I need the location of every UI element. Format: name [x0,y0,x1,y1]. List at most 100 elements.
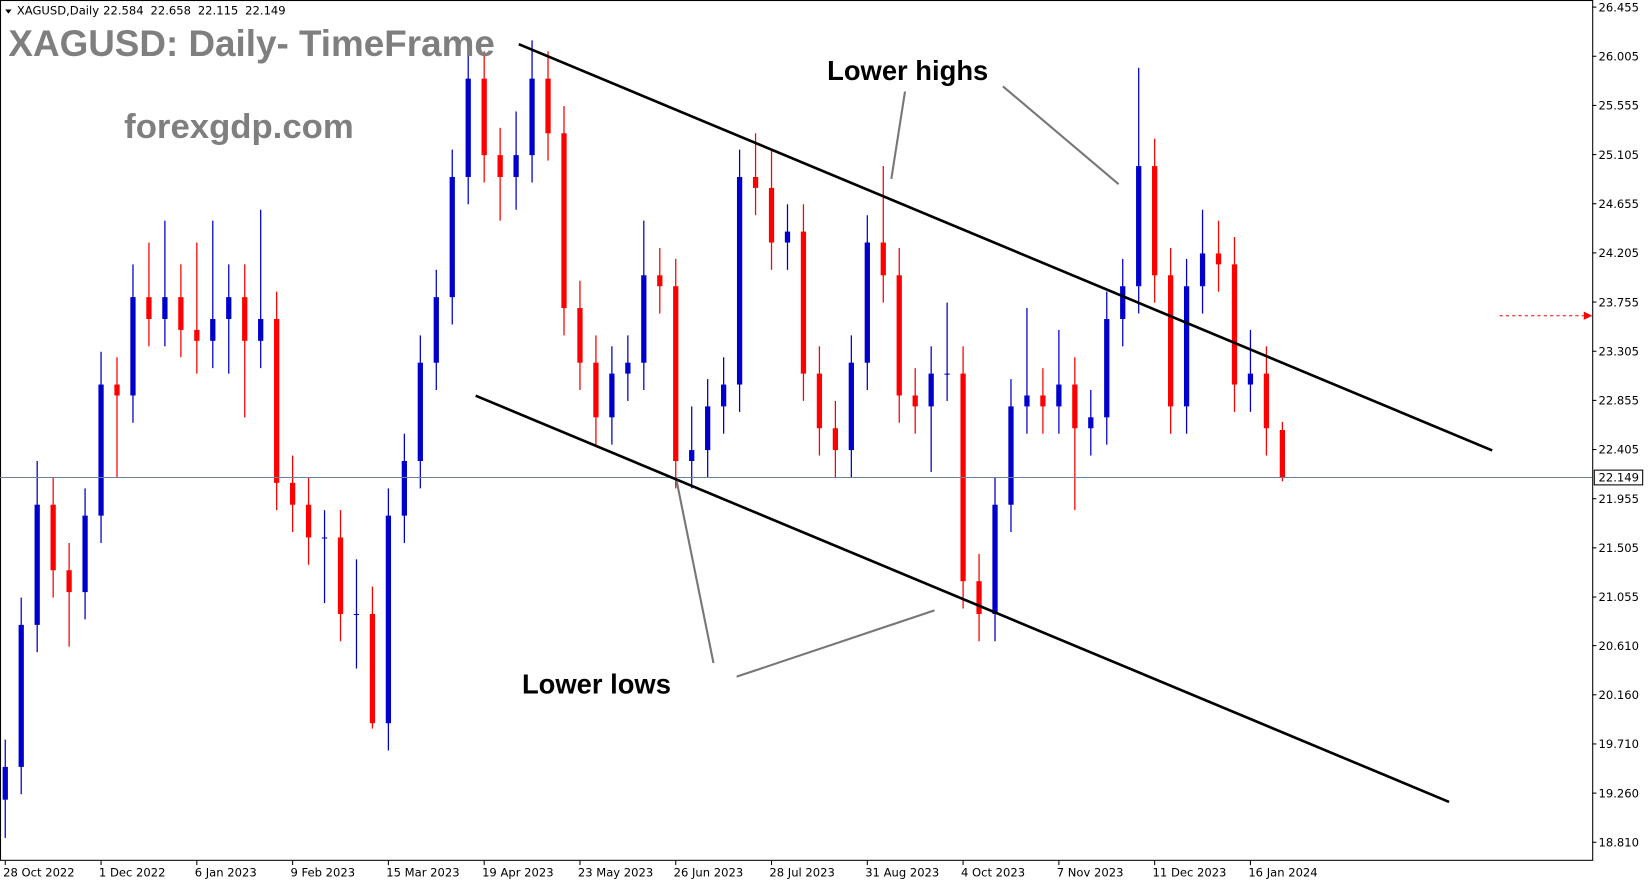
candle-body [337,537,344,614]
candle-body [34,504,40,625]
x-tick-label: 16 Jan 2024 [1248,866,1317,880]
header-low: 22.115 [198,4,238,18]
candle-body [784,231,791,243]
x-tick-label: 26 Jun 2023 [674,866,744,880]
candle-body [1056,384,1062,407]
y-tick-label: 20.160 [1598,688,1638,702]
y-tick-label: 22.855 [1598,394,1638,408]
y-tick-label: 24.205 [1598,246,1638,260]
candle-body [529,78,535,156]
candle-body [721,384,727,407]
plot-frame [0,0,1594,861]
candle-body [976,581,982,614]
candle-body [896,275,902,396]
candle-body [657,275,663,287]
candle-body [385,515,392,724]
candle-body [1040,395,1046,407]
candle-body [768,187,775,243]
candle-body [816,373,823,429]
x-tick-label: 9 Feb 2023 [291,866,356,880]
upper-trendline [518,42,1493,452]
candle-body [1088,417,1094,429]
candle-body [401,461,407,516]
header-high: 22.658 [150,4,190,18]
x-tick-label: 7 Nov 2023 [1057,866,1124,880]
x-tick-label: 1 Dec 2022 [99,866,166,880]
candle-body [848,362,854,451]
pointer-line [890,91,907,180]
candle-body [1215,253,1222,265]
candle-body [689,450,695,462]
candle-body [1247,373,1254,385]
y-tick-label: 26.005 [1598,49,1638,63]
candle-body [880,242,886,276]
y-tick-label: 20.610 [1598,639,1638,653]
y-tick-label: 23.305 [1598,344,1638,358]
candle-body [210,318,216,341]
candle-body [66,570,72,593]
x-tick-label: 23 May 2023 [578,866,653,880]
candle-body [194,329,200,341]
candle-body [98,384,104,516]
target-arrow [1583,311,1593,320]
candle-body [369,613,376,724]
candle-body [912,395,918,407]
x-tick-label: 6 Jan 2023 [195,866,257,880]
header-open: 22.584 [103,4,143,18]
candle-body [146,297,152,319]
candle-body [1231,264,1238,385]
candle-body [289,482,296,505]
candle-body [736,176,743,385]
pointer-line [736,609,935,678]
candle-body [1072,384,1078,429]
candle-body [864,242,870,363]
candle-body [226,297,232,319]
candle-body [800,231,807,374]
candle-body [1104,318,1110,418]
candle-body [1167,275,1174,407]
menu-arrow [5,9,12,14]
x-tick-label: 19 Apr 2023 [482,866,553,880]
x-tick-label: 4 Oct 2023 [961,866,1025,880]
candle-body [481,78,487,156]
candle-body [1263,373,1270,429]
candle-body [82,515,88,593]
candle-body [242,297,248,341]
candle-body [625,362,631,374]
candle-body [353,613,360,616]
candle-body [274,318,280,483]
candle-body [162,297,168,319]
candle-body [1120,286,1126,319]
candle-body [593,362,599,418]
x-tick-label: 31 Aug 2023 [865,866,939,880]
candle-body [545,78,551,134]
candle-body [417,362,423,462]
candle-body [497,155,503,177]
candle-body [673,286,679,462]
candles [2,40,1285,838]
pointer-line [675,480,715,664]
y-tick-label: 19.710 [1598,737,1638,751]
candle-body [832,428,839,451]
candle-body [433,297,439,363]
y-tick-label: 23.755 [1598,295,1638,309]
candle-body [50,504,56,571]
annotation: Lower lows [522,669,671,700]
y-tick-label: 21.055 [1598,590,1638,604]
candle-body [305,504,312,538]
candle-body [1008,406,1014,505]
y-tick-label: 26.455 [1598,0,1638,14]
candle-body [1279,429,1285,478]
y-tick-label: 25.105 [1598,148,1638,162]
chart-subtitle: forexgdp.com [124,108,354,146]
candle-body [513,155,519,177]
candle-body [609,373,615,418]
candle-body [178,297,184,330]
header-close: 22.149 [245,4,285,18]
current-price-box [1593,469,1644,486]
y-tick-label: 25.555 [1598,99,1638,113]
candle-body [561,133,567,309]
header: XAGUSD,Daily 22.584 22.658 22.115 22.149 [5,4,286,18]
lower-trendline [475,394,1450,804]
